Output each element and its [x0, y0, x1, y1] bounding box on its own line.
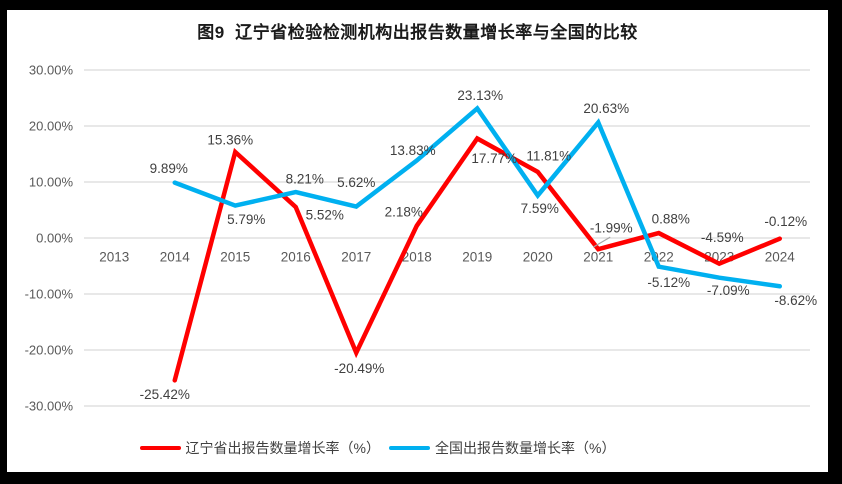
data-label-liaoning: -25.42% [140, 387, 190, 402]
data-label-liaoning: -4.59% [701, 230, 744, 245]
data-label-national: -7.09% [707, 283, 750, 298]
x-axis-year-label: 2020 [523, 250, 553, 265]
legend-swatch-liaoning-red-line [139, 445, 181, 451]
legend-label-national: 全国出报告数量增长率（%） [435, 440, 616, 456]
y-axis-tick-label: -30.00% [25, 399, 74, 414]
data-label-liaoning: 17.77% [471, 151, 517, 166]
legend-label-liaoning: 辽宁省出报告数量增长率（%） [185, 440, 380, 456]
y-axis-tick-label: 20.00% [29, 119, 74, 134]
data-label-liaoning: -0.12% [764, 214, 807, 229]
y-axis-tick-label: 0.00% [36, 231, 73, 246]
x-axis-year-label: 2021 [583, 250, 613, 265]
data-label-national: 5.79% [227, 212, 265, 227]
x-axis-year-label: 2016 [281, 250, 311, 265]
plot-svg: 30.00% 20.00% 10.00% 0.00% -10.00% -20.00% -30… [25, 63, 818, 414]
data-label-liaoning: 15.36% [207, 132, 253, 147]
data-label-liaoning: 2.18% [385, 204, 423, 219]
y-axis-tick-label: 30.00% [29, 63, 74, 78]
series-line-national [172, 105, 782, 289]
x-axis-year-label: 2024 [765, 250, 796, 265]
data-label-national: 5.62% [337, 175, 375, 190]
data-label-leader-line [592, 236, 611, 248]
data-label-national: -5.12% [647, 275, 690, 290]
legend-item-liaoning: 辽宁省出报告数量增长率（%） [139, 438, 380, 458]
chart-title: 图9 辽宁省检验检测机构出报告数量增长率与全国的比较 [197, 23, 638, 42]
x-axis-year-label: 2019 [462, 250, 492, 265]
y-axis-tick-label: 10.00% [29, 175, 74, 190]
series-line-liaoning [172, 135, 782, 383]
y-axis-tick-label: -10.00% [25, 287, 74, 302]
x-axis-year-label: 2018 [402, 250, 432, 265]
chart-legend: 辽宁省出报告数量增长率（%） 全国出报告数量增长率（%） [0, 437, 788, 459]
legend-item-national: 全国出报告数量增长率（%） [389, 438, 615, 458]
data-label-liaoning: 11.81% [526, 148, 571, 163]
data-label-liaoning: 5.52% [306, 208, 344, 223]
data-label-national: 8.21% [286, 172, 324, 187]
data-label-national: -8.62% [774, 293, 817, 308]
x-axis-year-label: 2014 [160, 250, 191, 265]
data-label-national: 23.13% [457, 88, 503, 103]
data-label-national: 7.59% [521, 201, 559, 216]
data-label-national: 9.89% [150, 161, 188, 176]
chart-canvas: 图9 辽宁省检验检测机构出报告数量增长率与全国的比较 30.00% 20.00% 1… [7, 10, 828, 472]
data-label-liaoning: -1.99% [590, 221, 633, 236]
data-label-liaoning: 0.88% [652, 212, 690, 227]
data-label-national: 20.63% [583, 101, 629, 116]
x-axis-year-label: 2015 [220, 250, 250, 265]
legend-swatch-national-blue-line [389, 445, 430, 451]
x-axis-year-label: 2017 [341, 250, 371, 265]
x-axis-year-label: 2013 [99, 250, 129, 265]
data-label-national: 13.83% [390, 143, 436, 158]
y-axis-tick-label: -20.00% [25, 343, 74, 358]
data-label-liaoning: -20.49% [334, 361, 384, 376]
